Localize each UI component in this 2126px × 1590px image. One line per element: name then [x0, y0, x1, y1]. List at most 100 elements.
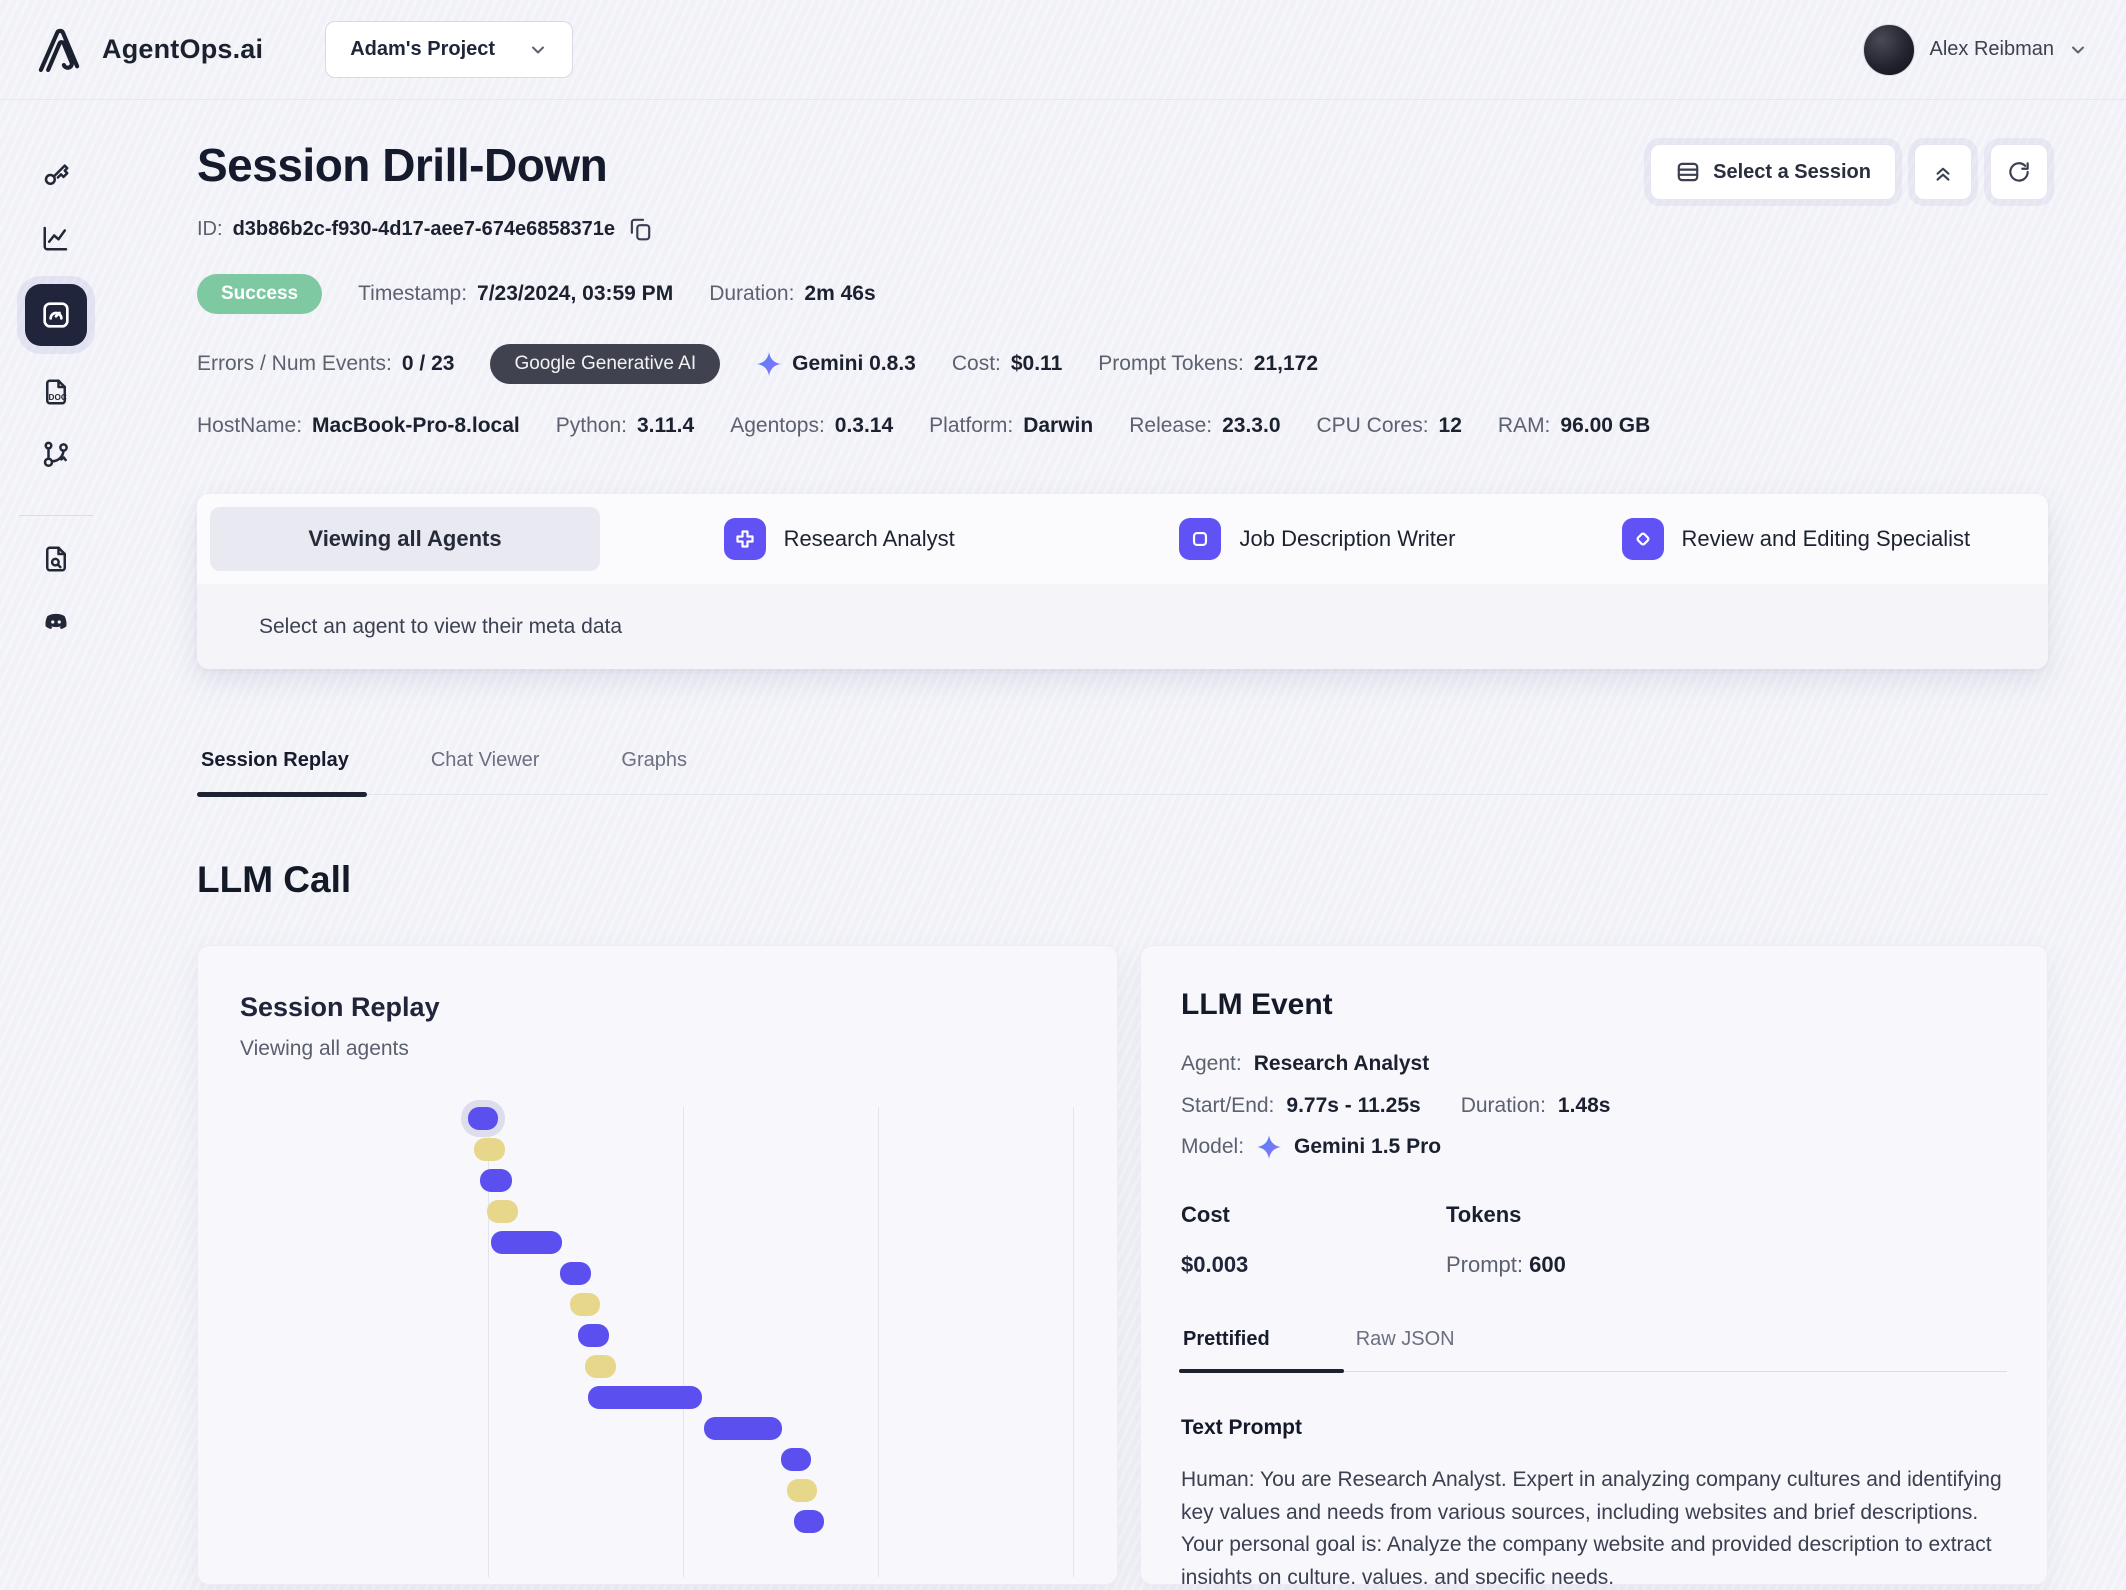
tab-prettified[interactable]: Prettified	[1179, 1328, 1344, 1373]
platform-value: Darwin	[1023, 414, 1094, 437]
chart-bar-purple[interactable]	[794, 1510, 824, 1533]
brand-name: AgentOps.ai	[102, 34, 264, 64]
replay-card-subtitle: Viewing all agents	[240, 1037, 409, 1060]
session-drilldown-icon[interactable]	[25, 284, 87, 346]
chart-bar-purple[interactable]	[704, 1417, 782, 1440]
cost-title: Cost	[1181, 1202, 1230, 1227]
event-duration-label: Duration:	[1460, 1094, 1546, 1117]
agent-label: Agent:	[1181, 1052, 1242, 1075]
agentops-label: Agentops:	[730, 414, 825, 437]
refresh-icon	[2009, 162, 2029, 182]
copy-icon	[630, 218, 651, 241]
agents-hint: Select an agent to view their meta data	[197, 584, 2048, 669]
select-session-label: Select a Session	[1713, 160, 1871, 183]
chart-bar-purple[interactable]	[480, 1169, 512, 1192]
main-content: Session Drill-Down Select a Session ID:	[112, 100, 2126, 1589]
duration-label: Duration:	[709, 282, 795, 305]
event-duration-value: 1.48s	[1557, 1094, 1611, 1117]
text-prompt-paragraph: Your personal goal is: Analyze the compa…	[1181, 1533, 1992, 1585]
page-title: Session Drill-Down	[197, 139, 608, 191]
viewing-all-agents-tab[interactable]: Viewing all Agents	[210, 507, 600, 571]
file-search-icon[interactable]	[39, 542, 73, 576]
chart-bar-yellow[interactable]	[487, 1200, 518, 1223]
chart-bar-purple[interactable]	[588, 1386, 702, 1409]
top-bar: AgentOps.ai Adam's Project Alex Reibman	[0, 0, 2126, 100]
cross-badge-icon	[723, 518, 766, 560]
model-value: Gemini 1.5 Pro	[1294, 1135, 1442, 1158]
select-session-button[interactable]: Select a Session	[1650, 144, 1896, 200]
diamond-badge-icon	[1621, 518, 1664, 560]
refresh-button[interactable]	[1990, 144, 2048, 200]
chart-bar-purple[interactable]	[781, 1448, 811, 1471]
collapse-button[interactable]	[1914, 144, 1972, 200]
event-title: LLM Event	[1181, 988, 1333, 1021]
agent-label: Review and Editing Specialist	[1681, 526, 1971, 551]
session-id-value: d3b86b2c-f930-4d17-aee7-674e6858371e	[232, 217, 616, 240]
chart-gridline	[1073, 1107, 1074, 1577]
user-name: Alex Reibman	[1929, 38, 2054, 60]
event-tokens-value: Prompt: 600	[1446, 1252, 2007, 1278]
cost-label: Cost:	[951, 352, 1001, 375]
release-label: Release:	[1129, 414, 1213, 437]
agent-tab-review-editing-specialist[interactable]: Review and Editing Specialist	[1557, 518, 2035, 560]
svg-text:DOC: DOC	[49, 393, 67, 402]
status-badge: Success	[197, 274, 323, 314]
copy-id-button[interactable]	[625, 214, 655, 244]
prompt-tokens-label: Prompt Tokens:	[1098, 352, 1244, 375]
provider-badge: Google Generative AI	[490, 344, 721, 384]
event-model-row: Model: Gemini 1.5 Pro	[1181, 1134, 2007, 1160]
discord-icon[interactable]	[39, 605, 73, 639]
brand: AgentOps.ai	[30, 21, 263, 79]
model-label: Model:	[1181, 1135, 1245, 1158]
chart-bar-yellow[interactable]	[585, 1355, 616, 1378]
analytics-chart-icon[interactable]	[39, 221, 73, 255]
timestamp-label: Timestamp:	[358, 282, 468, 305]
agent-tab-job-description-writer[interactable]: Job Description Writer	[1078, 518, 1556, 560]
sdk-model-value: Gemini 0.8.3	[792, 352, 916, 375]
tab-raw-json[interactable]: Raw JSON	[1354, 1328, 1459, 1371]
docs-icon[interactable]: DOC	[39, 375, 73, 409]
chart-bar-purple[interactable]	[491, 1231, 562, 1254]
agent-tab-research-analyst[interactable]: Research Analyst	[600, 518, 1078, 560]
chart-bar-purple[interactable]	[578, 1324, 609, 1347]
agents-card: Viewing all Agents Research Analyst Job …	[197, 494, 2048, 669]
cost-value: $0.11	[1010, 352, 1063, 375]
chevrons-up-icon	[1936, 167, 1950, 181]
agent-value: Research Analyst	[1253, 1052, 1430, 1075]
title-actions: Select a Session	[1650, 144, 2048, 200]
tab-graphs[interactable]: Graphs	[617, 749, 705, 794]
cards-row: Session Replay Viewing all agents LLM Ev…	[197, 945, 2048, 1585]
release-value: 23.3.0	[1222, 414, 1281, 437]
chart-bar-yellow[interactable]	[787, 1479, 817, 1502]
chart-bar-purple[interactable]	[560, 1262, 591, 1285]
chart-gridline	[488, 1107, 489, 1577]
section-title: LLM Call	[197, 859, 352, 900]
timestamp-value: 7/23/2024, 03:59 PM	[477, 282, 674, 305]
avatar[interactable]	[1863, 23, 1916, 76]
project-selector-value: Adam's Project	[350, 38, 496, 60]
chart-bar-purple[interactable]	[468, 1107, 498, 1130]
chart-bar-yellow[interactable]	[474, 1138, 505, 1161]
chevron-down-icon	[2072, 46, 2084, 53]
payload-tabs: Prettified Raw JSON	[1179, 1328, 2007, 1373]
tab-chat-viewer[interactable]: Chat Viewer	[427, 749, 558, 794]
sidebar: DOC	[0, 100, 112, 1589]
git-branch-icon[interactable]	[39, 438, 73, 472]
ram-label: RAM:	[1497, 414, 1551, 437]
chart-bar-yellow[interactable]	[570, 1293, 600, 1316]
user-menu[interactable]: Alex Reibman	[1863, 23, 2088, 76]
chart-gridline	[878, 1107, 879, 1577]
replay-card-title: Session Replay	[240, 992, 440, 1022]
python-value: 3.11.4	[636, 414, 695, 437]
event-cost-value: $0.003	[1181, 1252, 1249, 1277]
event-agent-row: Agent: Research Analyst	[1181, 1052, 2007, 1076]
project-selector[interactable]: Adam's Project	[325, 21, 574, 78]
gemini-icon	[757, 352, 782, 376]
text-prompt-title: Text Prompt	[1181, 1416, 1302, 1439]
startend-label: Start/End:	[1181, 1094, 1275, 1117]
tab-session-replay[interactable]: Session Replay	[197, 749, 367, 797]
text-prompt-paragraph: Human: You are Research Analyst. Expert …	[1181, 1468, 2002, 1524]
key-icon[interactable]	[39, 158, 73, 192]
cpu-label: CPU Cores:	[1316, 414, 1429, 437]
